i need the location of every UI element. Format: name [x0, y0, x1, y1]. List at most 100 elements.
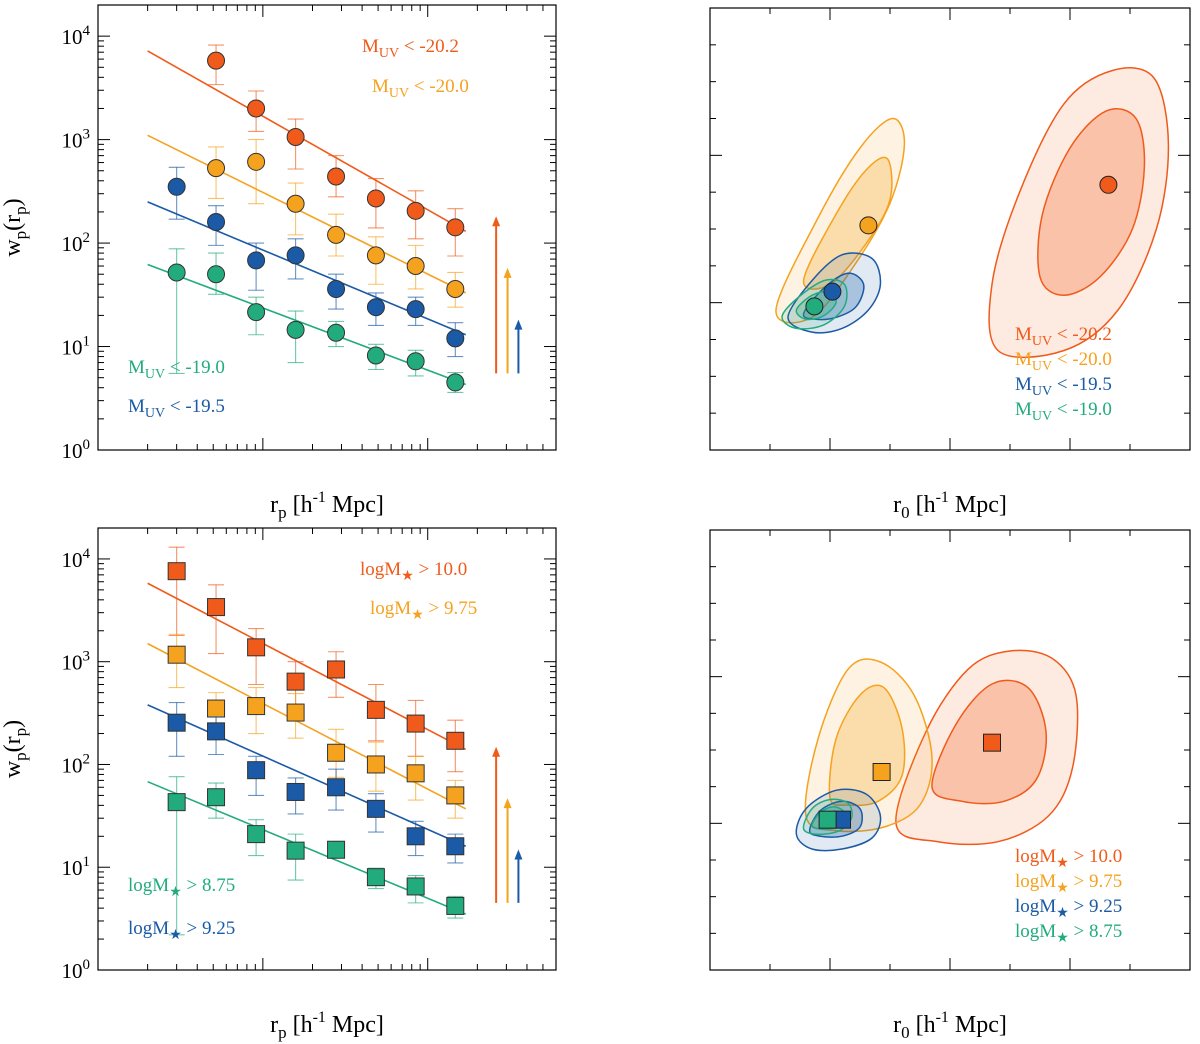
data-point — [406, 352, 425, 371]
legend-label: logM★ > 9.25 — [128, 918, 235, 943]
contour-outer — [804, 658, 933, 833]
text-part: logM — [1015, 846, 1056, 867]
text-part: > 10.0 — [414, 559, 467, 580]
text-part: UV — [1032, 359, 1052, 374]
text-part: p — [278, 1023, 287, 1042]
dex-arrow-head — [514, 849, 523, 860]
text-part: UV — [1032, 384, 1052, 399]
text-part: p — [278, 503, 287, 522]
text-part: ★ — [1056, 906, 1069, 921]
data-point — [327, 743, 346, 762]
data-point — [327, 167, 346, 186]
data-point — [167, 177, 186, 196]
data-point — [406, 300, 425, 319]
text-part: > 9.75 — [424, 598, 477, 619]
data-point — [446, 731, 465, 750]
text-part: 4 — [83, 546, 91, 562]
data-point — [366, 298, 385, 317]
text-part: (r — [0, 736, 26, 752]
text-part: 10 — [62, 651, 83, 675]
data-point — [366, 346, 385, 365]
data-point — [207, 598, 226, 617]
data-point — [207, 722, 226, 741]
text-part: M — [362, 36, 379, 57]
text-part: (r — [0, 215, 26, 231]
text-part: 10 — [62, 129, 83, 153]
text-part: 3 — [83, 649, 91, 665]
data-point — [446, 329, 465, 348]
x-axis-label: r0 [h-1 Mpc] — [893, 489, 1007, 522]
data-point — [247, 152, 266, 171]
data-point — [446, 786, 465, 805]
text-part: 0 — [83, 437, 91, 453]
text-part: 3 — [83, 127, 91, 143]
text-part: logM — [360, 559, 401, 580]
legend-label: logM★ > 9.75 — [370, 598, 477, 623]
y-tick-label: 100 — [62, 957, 91, 983]
data-point — [406, 257, 425, 276]
text-part: 10 — [62, 439, 83, 463]
text-part: < -20.0 — [409, 76, 469, 97]
series-3 — [167, 776, 465, 936]
text-part: < -19.5 — [1052, 374, 1112, 395]
text-part: < -19.5 — [165, 396, 225, 417]
text-part: > 9.25 — [1069, 896, 1122, 917]
y-tick-label: 104 — [62, 546, 91, 572]
legend-label: logM★ > 10.0 — [360, 559, 467, 584]
data-point — [366, 189, 385, 208]
text-part: 4 — [83, 23, 91, 39]
data-point — [327, 778, 346, 797]
data-point — [327, 840, 346, 859]
text-part: 10 — [62, 232, 83, 256]
data-point — [247, 99, 266, 118]
y-tick-label: 103 — [62, 649, 91, 675]
text-part: p — [11, 752, 30, 761]
legend-label: MUV < -19.0 — [1015, 399, 1112, 424]
data-point — [247, 638, 266, 657]
best-fit-point — [859, 216, 878, 235]
contour-outer — [988, 67, 1170, 359]
text-part: UV — [145, 406, 165, 421]
text-part: UV — [1032, 334, 1052, 349]
text-part: > 10.0 — [1069, 846, 1122, 867]
y-tick-label: 102 — [62, 230, 91, 256]
data-point — [366, 246, 385, 265]
text-part: Mpc] — [326, 492, 384, 518]
data-point — [446, 837, 465, 856]
text-part: 10 — [62, 25, 83, 49]
data-point — [247, 303, 266, 322]
data-point — [446, 218, 465, 237]
text-part: ★ — [169, 928, 182, 943]
best-fit-point — [818, 810, 837, 829]
series-0 — [207, 44, 465, 257]
text-part: 10 — [62, 959, 83, 983]
legend-label: MUV < -20.2 — [362, 36, 459, 61]
text-part: > 8.75 — [1069, 921, 1122, 942]
text-part: < -20.2 — [1052, 324, 1112, 345]
data-point — [286, 703, 305, 722]
data-point — [406, 201, 425, 220]
text-part: r — [270, 492, 278, 518]
data-point — [366, 868, 385, 887]
text-part: [h — [910, 492, 936, 518]
text-part: UV — [145, 367, 165, 382]
legend-label: MUV < -20.0 — [372, 76, 469, 101]
text-part: -1 — [936, 1009, 949, 1026]
text-part: 10 — [62, 336, 83, 360]
data-point — [207, 51, 226, 70]
text-part: UV — [1032, 409, 1052, 424]
contour-group-1 — [775, 117, 906, 324]
contour-inner — [1037, 108, 1146, 297]
best-fit-point — [823, 282, 842, 301]
data-point — [207, 212, 226, 231]
text-part: [h — [287, 1012, 313, 1038]
y-tick-label: 103 — [62, 127, 91, 153]
series-1 — [167, 633, 465, 819]
data-point — [406, 764, 425, 783]
text-part: r — [893, 492, 901, 518]
legend-label: logM★ > 8.75 — [1015, 921, 1122, 946]
legend-label: logM★ > 9.75 — [1015, 871, 1122, 896]
text-part: 10 — [62, 548, 83, 572]
data-point — [286, 127, 305, 146]
fit-line-2 — [147, 704, 467, 847]
